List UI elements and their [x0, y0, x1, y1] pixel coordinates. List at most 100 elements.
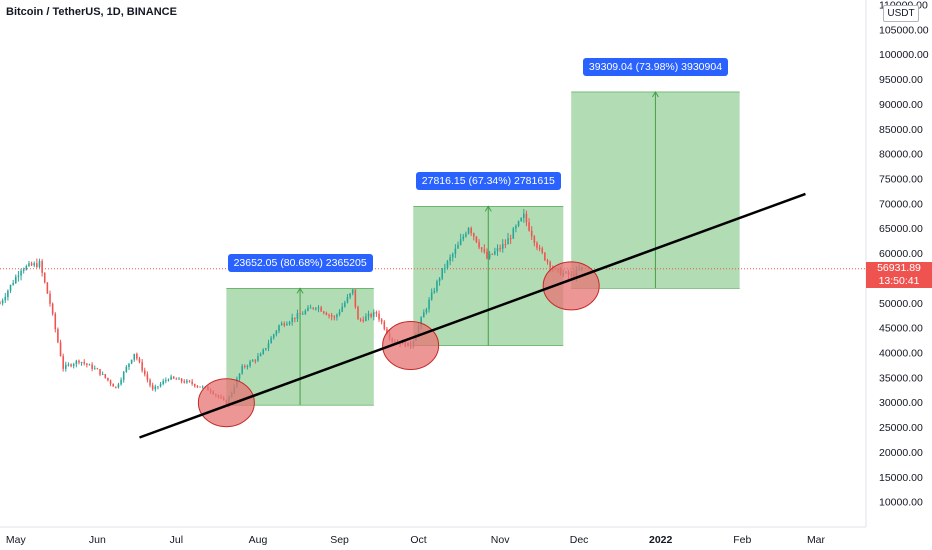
candle — [280, 321, 283, 326]
candle — [430, 288, 433, 301]
candle — [446, 259, 449, 270]
price-tick-label: 35000.00 — [879, 372, 923, 384]
chart-title: Bitcoin / TetherUS, 1D, BINANCE — [6, 6, 177, 18]
candle — [312, 307, 315, 310]
currency-unit-button[interactable]: USDT — [883, 5, 919, 22]
candle — [112, 383, 114, 387]
candle — [512, 226, 515, 239]
candle — [72, 362, 75, 369]
candle — [272, 333, 275, 340]
candle — [28, 261, 30, 268]
candle — [93, 365, 96, 370]
candle — [515, 224, 517, 233]
candle — [128, 363, 130, 370]
candle — [359, 317, 362, 322]
candle — [157, 386, 159, 390]
candle — [96, 367, 99, 370]
candle — [496, 244, 499, 256]
price-tick-label: 20000.00 — [879, 447, 923, 459]
trendline[interactable] — [139, 192, 806, 439]
candle — [65, 361, 67, 372]
candle — [86, 363, 88, 368]
candle — [328, 313, 330, 319]
candle — [238, 373, 241, 381]
position-label-2: 27816.15 (67.34%) 2781615 — [415, 172, 561, 191]
candle — [509, 234, 512, 245]
candle — [178, 377, 180, 380]
candle — [294, 317, 296, 323]
candle — [80, 361, 83, 366]
candle — [536, 241, 538, 251]
time-tick-label: Aug — [249, 534, 268, 546]
candle — [70, 363, 72, 368]
price-tick-label: 65000.00 — [879, 223, 923, 235]
candle — [170, 374, 172, 381]
candle — [473, 232, 475, 241]
candle — [451, 252, 454, 262]
candle — [275, 329, 278, 337]
time-tick-label: Jul — [170, 534, 183, 546]
candle — [488, 250, 491, 260]
candle — [165, 377, 167, 384]
candle — [433, 287, 436, 294]
candle — [149, 378, 151, 388]
candle — [530, 226, 533, 240]
time-tick-label: Jun — [89, 534, 106, 546]
candle — [367, 310, 370, 321]
candle — [322, 310, 325, 315]
candle — [175, 377, 178, 380]
candle — [351, 289, 354, 296]
candle — [425, 307, 428, 315]
position-boxes — [226, 91, 740, 406]
candle — [91, 362, 93, 372]
candle — [167, 378, 170, 382]
candle — [354, 289, 357, 309]
candle — [130, 359, 133, 365]
candle — [241, 364, 243, 375]
candle — [125, 364, 128, 373]
candle — [336, 313, 338, 321]
candle — [533, 235, 536, 247]
candle — [365, 313, 367, 322]
candle — [380, 318, 383, 325]
candle — [357, 305, 359, 320]
candle — [46, 282, 49, 294]
price-tick-label: 60000.00 — [879, 248, 923, 260]
candle — [20, 268, 22, 281]
candle — [154, 384, 157, 392]
candle — [54, 312, 57, 333]
candle — [30, 261, 33, 267]
highlight-circle-1[interactable] — [197, 378, 255, 428]
candle — [528, 218, 530, 232]
candle — [438, 277, 441, 286]
candle — [457, 241, 459, 249]
candle — [146, 371, 149, 383]
candle — [188, 380, 191, 383]
candle — [25, 264, 28, 271]
time-tick-label: Mar — [807, 534, 826, 546]
time-tick-label: Sep — [330, 534, 349, 546]
candle — [9, 284, 12, 294]
candle — [504, 239, 507, 249]
candle — [475, 236, 478, 244]
candle — [1, 298, 4, 306]
candle — [362, 316, 365, 323]
current-price-value: 56931.89 — [877, 262, 921, 274]
candle — [57, 327, 59, 344]
candle — [483, 244, 486, 254]
candle — [143, 367, 146, 377]
candle — [183, 379, 186, 384]
candle — [444, 263, 446, 274]
candle — [338, 309, 341, 317]
candle — [349, 292, 351, 300]
candle — [478, 239, 480, 250]
candle — [51, 302, 54, 316]
candle — [436, 279, 438, 293]
candle — [520, 217, 522, 222]
candle — [486, 248, 488, 260]
candle — [544, 252, 546, 262]
candle — [78, 359, 80, 365]
candle — [88, 363, 91, 366]
candle — [36, 258, 38, 269]
